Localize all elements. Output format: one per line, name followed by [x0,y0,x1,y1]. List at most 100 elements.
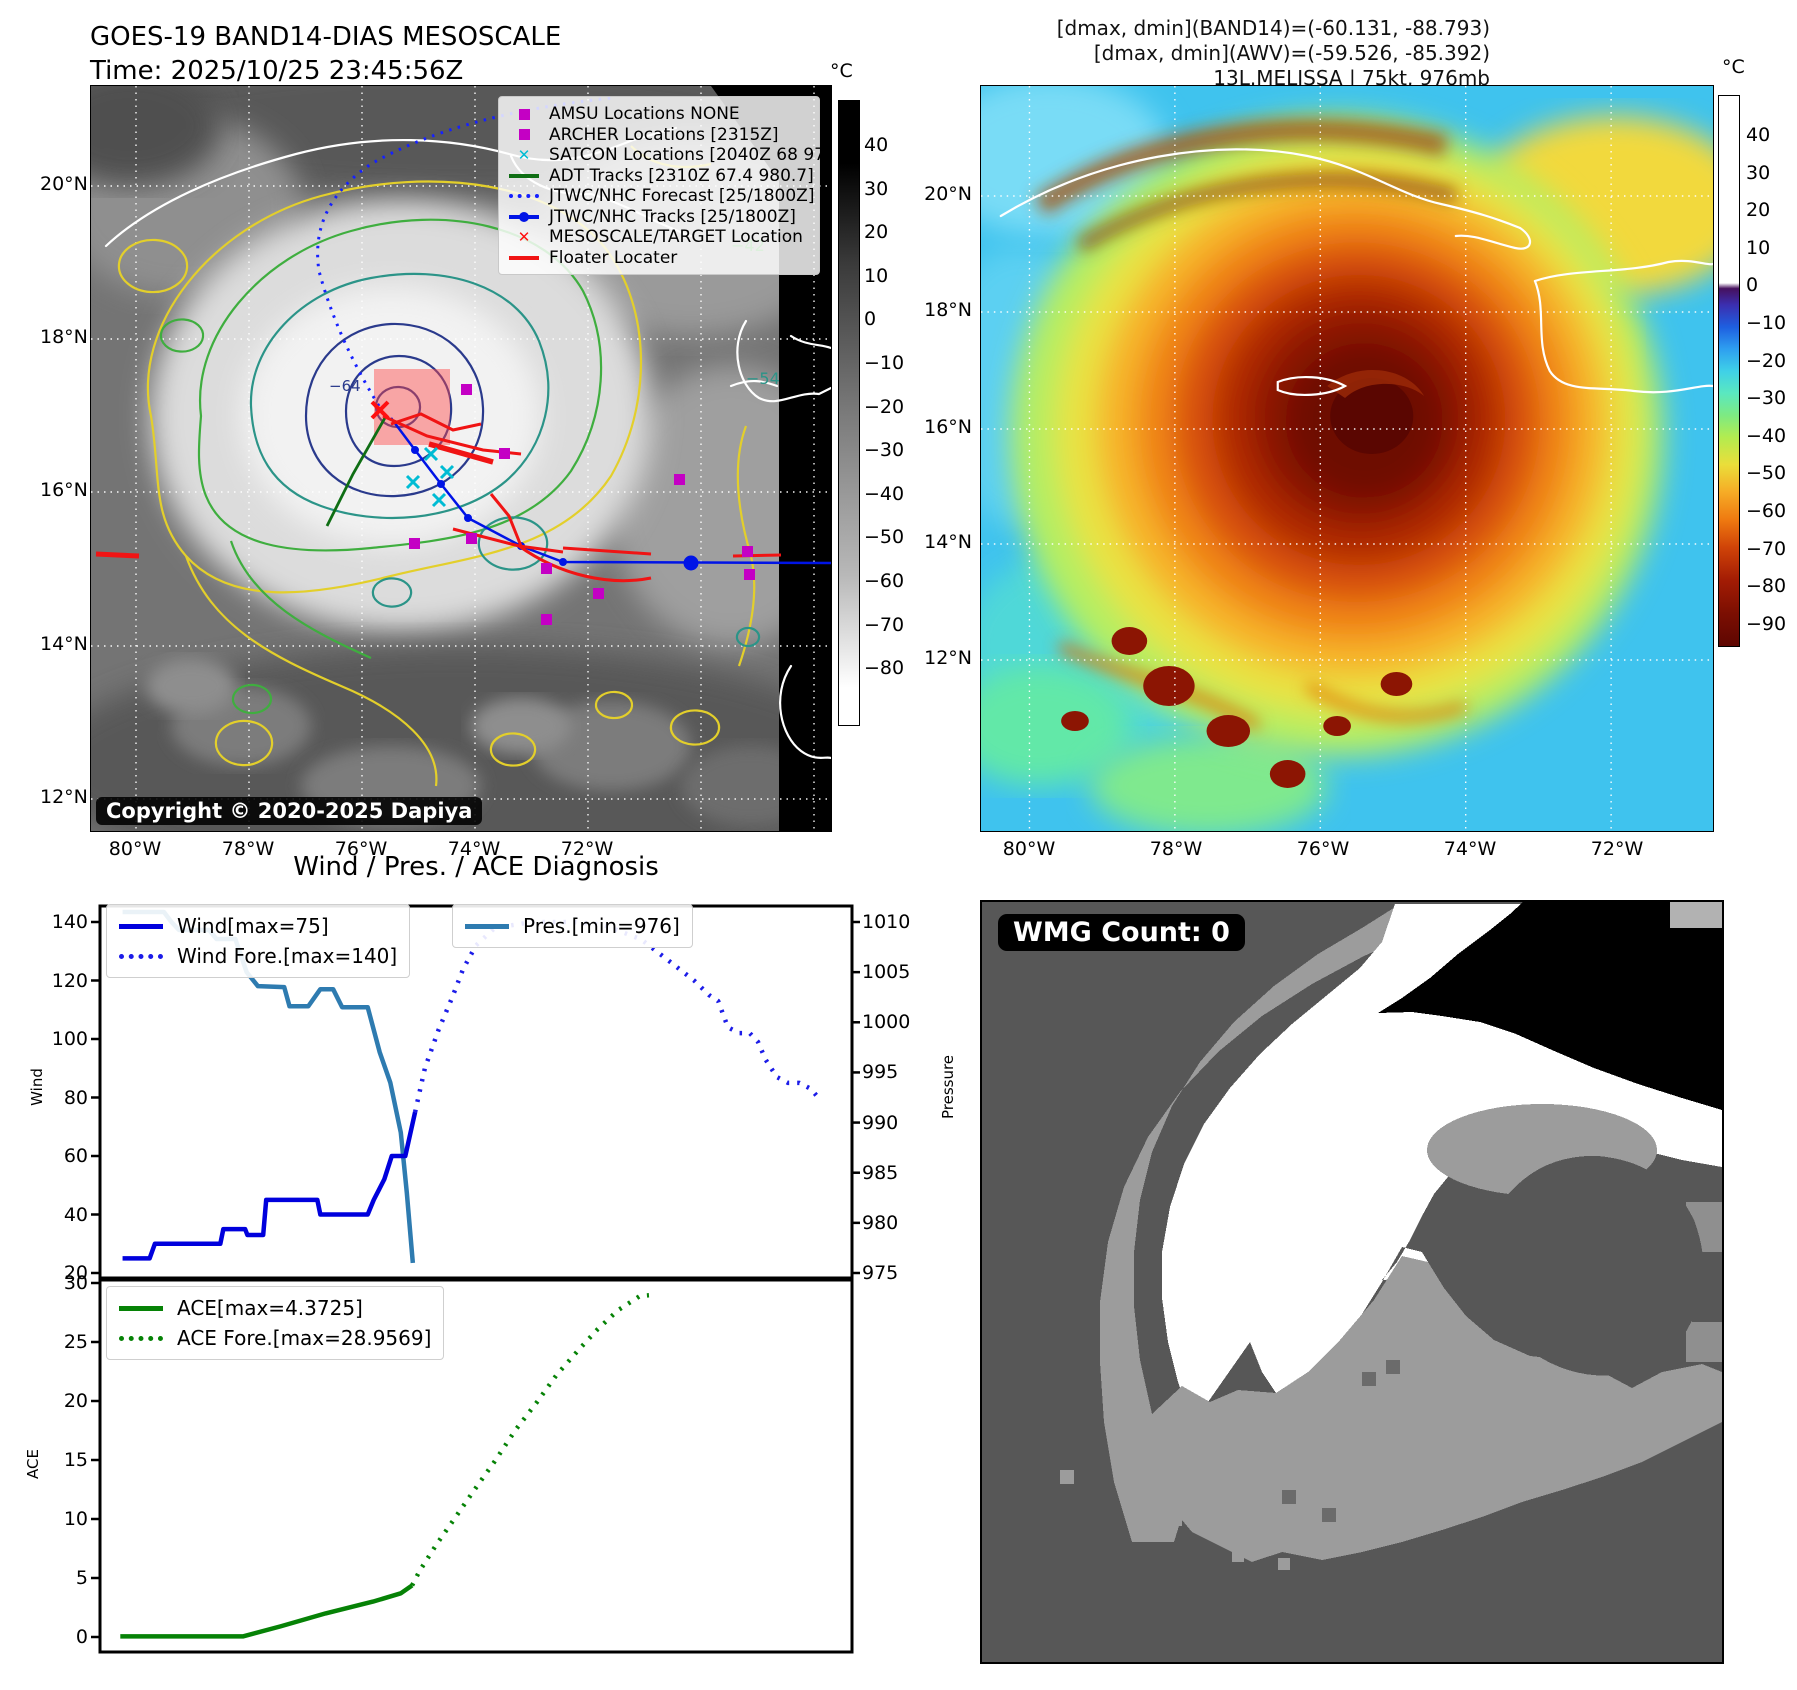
satcon-x-icon: ✕ [517,145,531,164]
wind-ytick: 140 [51,911,88,933]
awv-lat-tick: 14°N [924,531,972,553]
pressure-legend-label: Pres.[min=976] [523,914,680,938]
hurricane-eye [1327,369,1425,454]
band14-lon-tick: 78°W [221,838,275,860]
band14-colorbar-tick: −10 [864,352,905,374]
legend-label: AMSU Locations NONE [549,104,740,125]
band14-colorbar-tick: −20 [864,395,905,418]
awv-colorbar [1718,95,1740,647]
awv-colorbar-tick: −70 [1746,537,1787,560]
target-x-icon: ✕ [517,227,531,246]
band14-colorbar-tick: 0 [864,308,877,331]
ace-ytick: 25 [63,1331,88,1353]
map-legend: AMSU Locations NONE ARCHER Locations [23… [498,96,831,275]
wmg-panel: WMG Count: 0 [980,900,1724,1664]
band14-lat-tick: 12°N [40,786,88,808]
archer-markers [409,384,755,625]
mesoscale-target-x [370,400,390,420]
awv-colorbar-tick: −20 [1746,349,1787,372]
ace-ytick: 5 [75,1567,88,1589]
mesoscale-target-box [374,369,450,445]
satellite-product-title: GOES-19 BAND14-DIAS MESOSCALE [90,22,562,52]
dry-slot-streaks [1034,119,1467,730]
contour-teal [249,272,761,648]
adt-track-line [325,415,388,527]
jtwc-forecast-line [316,96,612,407]
legend-label: JTWC/NHC Tracks [25/1800Z] [549,206,796,227]
band14-lon-tick: 74°W [447,838,501,860]
wind-ytick: 80 [63,1086,88,1109]
legend-item-tracks: JTWC/NHC Tracks [25/1800Z] [509,207,809,228]
legend-item-forecast: JTWC/NHC Forecast [25/1800Z] [509,186,814,207]
contour-label-inner: −64 [329,377,361,395]
wind-ytick: 60 [63,1145,88,1167]
awv-lon-tick: 80°W [1002,838,1056,860]
pressure-line-icon [465,923,511,929]
legend-item-floater: Floater Locater [509,248,809,269]
dmax-dmin-band14: [dmax, dmin](BAND14)=(-60.131, -88.793) [1056,16,1490,40]
left-panel-title: GOES-19 BAND14-DIAS MESOSCALE Time: 2025… [90,20,561,88]
pressure-ytick: 975 [862,1261,899,1284]
awv-colorbar-unit: °C [1722,56,1745,78]
contour-label-mid: −54 [746,369,780,388]
band14-lat-tick: 16°N [40,479,88,501]
pressure-ytick: 980 [862,1211,899,1234]
band14-lon-tick: 72°W [560,838,614,860]
forecast-dotted-icon [509,194,539,199]
awv-colorbar-tick: −30 [1746,387,1787,410]
ace-ytick: 20 [63,1390,88,1412]
band14-colorbar-tick: 40 [864,134,889,156]
pressure-ytick: 995 [862,1061,899,1084]
ir-contours [117,145,761,787]
ace-ytick: 10 [63,1508,88,1530]
awv-map-scene [981,86,1713,831]
band14-colorbar-tick: 20 [864,221,889,244]
archer-square-icon [509,129,539,141]
wind-line-icon [119,923,165,929]
band14-lon-tick: 76°W [334,838,388,860]
band14-colorbar-tick: −30 [864,439,905,462]
awv-color-map [980,85,1714,832]
wmg-pixel-scene [982,902,1722,1660]
right-panel-header: [dmax, dmin](BAND14)=(-60.131, -88.793) … [800,16,1490,91]
awv-colorbar-tick: 10 [1746,236,1771,259]
pressure-ytick: 1000 [862,1011,911,1034]
legend-item-adt: ADT Tracks [2310Z 67.4 980.7] [509,166,814,187]
pressure-legend-row: Pres.[min=976] [465,911,680,941]
pressure-ytick: 1010 [862,911,911,933]
awv-lat-tick: 20°N [924,183,972,205]
contour-green [159,218,603,715]
legend-label: ADT Tracks [2310Z 67.4 980.7] [549,165,814,186]
wmg-corner-lightgray [1670,902,1722,928]
copyright-badge: Copyright © 2020-2025 Dapiya [96,797,483,825]
legend-label: Floater Locater [549,247,678,268]
awv-lat-tick: 18°N [924,299,972,321]
awv-colorbar-tick: 30 [1746,161,1771,184]
ace-legend: ACE[max=4.3725] ACE Fore.[max=28.9569] [106,1286,445,1360]
awv-colorbar-tick: 0 [1746,274,1759,297]
timestamp: Time: 2025/10/25 23:45:56Z [90,56,464,86]
pressure-ytick: 990 [862,1111,899,1134]
ace-ytick: 0 [75,1626,88,1648]
wind-legend: Wind[max=75] Wind Fore.[max=140] [106,904,411,978]
band14-lat-tick: 18°N [40,326,88,348]
pressure-ytick: 1005 [862,961,911,984]
awv-colorbar-tick: −50 [1746,462,1787,485]
dmax-dmin-awv: [dmax, dmin](AWV)=(-59.526, -85.392) [1093,41,1490,65]
band14-lon-tick: 80°W [108,838,162,860]
pressure-ytick: 985 [862,1161,899,1184]
band14-lat-tick: 14°N [40,633,88,655]
ace-chart [91,1278,854,1654]
awv-lon-tick: 74°W [1443,838,1497,860]
contour-navy [304,322,485,498]
ace-ytick: 15 [63,1449,88,1471]
wmg-black-wedge [1378,902,1722,1110]
ace-fore-legend-label: ACE Fore.[max=28.9569] [177,1326,432,1350]
awv-colorbar-tick: 40 [1746,124,1771,146]
awv-lat-tick: 16°N [924,416,972,438]
legend-item-satcon: ✕ SATCON Locations [2040Z 68 977] [509,145,831,166]
band14-colorbar-tick: 30 [864,177,889,200]
convective-cells [1061,627,1413,788]
wind-forecast-line [412,919,820,1113]
legend-label: JTWC/NHC Forecast [25/1800Z] [549,186,815,207]
